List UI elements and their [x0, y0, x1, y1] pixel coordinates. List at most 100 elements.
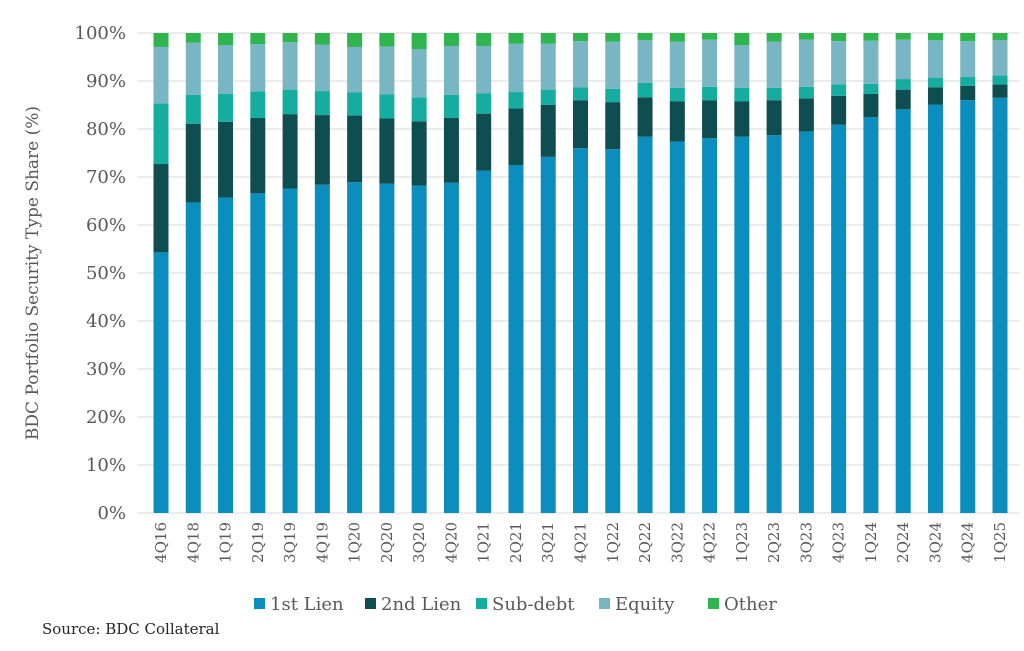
bar-segment [863, 40, 879, 84]
bar-segment [927, 87, 943, 105]
bar-segment [153, 164, 169, 253]
bar-segment [218, 33, 234, 45]
bar-segment [573, 148, 588, 513]
bar-segment [185, 33, 201, 43]
bar-segment [831, 95, 847, 125]
bars [153, 33, 1008, 514]
bar-segment [250, 91, 266, 118]
bar-segment [960, 100, 976, 513]
y-tick-label: 20% [86, 407, 126, 428]
bar-segment [379, 94, 395, 119]
x-tick-label: 1Q22 [604, 522, 622, 563]
bar-segment [347, 182, 363, 513]
bar-segment [960, 33, 976, 42]
bar-segment [347, 92, 363, 116]
bar-segment [347, 115, 363, 183]
y-tick-label: 40% [86, 311, 126, 332]
bar-segment [927, 40, 943, 78]
y-tick-label: 70% [86, 167, 126, 188]
bar-segment [766, 87, 782, 101]
bar-segment [927, 104, 943, 514]
legend-label: 2nd Lien [381, 594, 462, 615]
bar-segment [734, 45, 750, 88]
x-tick-label: 4Q24 [959, 522, 977, 563]
bar-segment [927, 77, 943, 88]
bar-segment [250, 117, 266, 194]
bar-segment [669, 33, 685, 42]
x-tick-label: 1Q19 [217, 522, 235, 563]
bar-segment [540, 156, 556, 513]
bar-segment [282, 33, 298, 43]
y-tick-label: 0% [97, 503, 126, 524]
bar-segment [669, 101, 685, 142]
bar-segment [766, 41, 782, 88]
bar-segment [185, 202, 201, 513]
x-tick-label: 2Q22 [636, 522, 654, 563]
bar-segment [766, 135, 782, 514]
bar-segment [282, 89, 298, 115]
bar-segment [443, 45, 459, 95]
bar-segment [702, 138, 718, 513]
bar-segment [831, 84, 847, 96]
y-tick-label: 80% [86, 119, 126, 140]
bar-segment [992, 97, 1008, 514]
bar-segment [443, 33, 459, 46]
y-tick-label: 30% [86, 359, 126, 380]
y-tick-label: 50% [86, 263, 126, 284]
bar-segment [702, 86, 718, 101]
x-tick-label: 3Q23 [797, 522, 815, 563]
bar-segment [540, 33, 556, 44]
bar-segment [314, 44, 330, 92]
bar-segment [895, 89, 911, 110]
x-tick-label: 3Q21 [539, 522, 557, 563]
bar-segment [250, 193, 266, 513]
x-tick-labels: 4Q16 4Q18 1Q19 2Q19 3Q19 4Q19 1Q20 2Q20 3Q20 4Q20… [152, 522, 1009, 563]
x-tick-label: 3Q19 [281, 522, 299, 563]
bar-segment [573, 41, 588, 88]
legend: 1st Lien 2nd Lien Sub-debt Equity Other [254, 594, 777, 615]
bar-segment [637, 97, 653, 137]
bar-segment [411, 121, 427, 186]
bar-segment [669, 41, 685, 88]
bar-segment [863, 33, 879, 41]
y-tick-labels: 0% 10% 20% 30% 40% 50% 60% 70% 80% 90% 100% [75, 23, 126, 524]
x-tick-label: 1Q24 [862, 522, 880, 563]
bar-segment [637, 82, 653, 98]
bar-segment [282, 114, 298, 189]
bar-segment [185, 42, 201, 95]
bar-segment [314, 91, 330, 116]
x-tick-label: 4Q22 [701, 522, 719, 563]
bar-segment [153, 33, 169, 47]
bar-segment [702, 33, 718, 40]
bar-segment [734, 136, 750, 513]
x-tick-label: 4Q18 [184, 522, 202, 563]
bar-segment [669, 87, 685, 102]
bar-segment [605, 102, 621, 150]
bar-segment [476, 33, 492, 46]
bar-segment [605, 149, 621, 513]
x-tick-label: 1Q20 [346, 522, 364, 563]
bar-segment [218, 121, 234, 198]
y-tick-label: 90% [86, 71, 126, 92]
bar-segment [573, 100, 588, 149]
bar-segment [411, 33, 427, 50]
bar-segment [960, 76, 976, 86]
x-tick-label: 4Q16 [152, 522, 170, 563]
bar-segment [992, 33, 1008, 41]
bar-segment [895, 79, 911, 90]
bar-segment [411, 97, 427, 122]
bar-segment [895, 33, 911, 40]
bar-segment [702, 100, 718, 139]
x-tick-label: 2Q19 [249, 522, 267, 563]
bar-segment [734, 101, 750, 137]
bar-segment [379, 118, 395, 184]
bar-segment [863, 83, 879, 94]
bar-segment [798, 39, 814, 87]
bar-segment [863, 117, 879, 513]
bar-segment [734, 33, 750, 45]
bar-segment [766, 33, 782, 42]
bar-segment [798, 131, 814, 513]
bar-segment [508, 33, 524, 44]
bar-segment [960, 85, 976, 101]
